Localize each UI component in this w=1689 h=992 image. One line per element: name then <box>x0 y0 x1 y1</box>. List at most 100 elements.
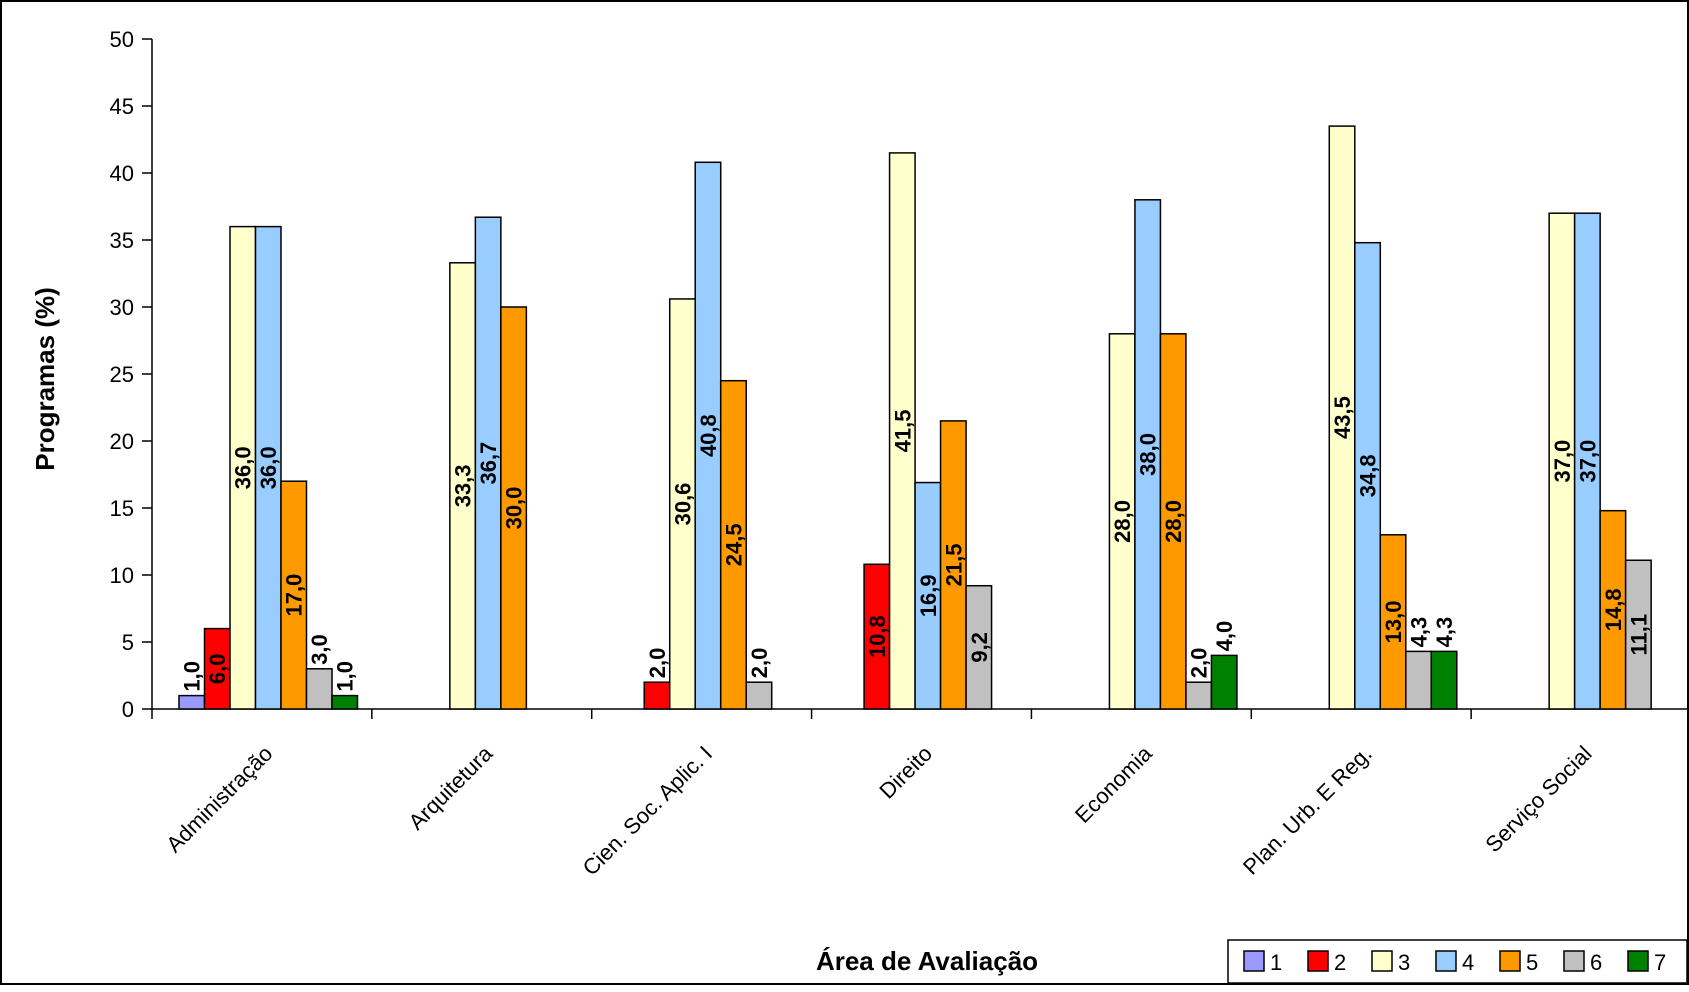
bar <box>178 694 206 710</box>
data-label: 2,0 <box>747 648 772 679</box>
data-label: 37,0 <box>1550 440 1575 483</box>
bar <box>229 225 257 710</box>
bar <box>1430 650 1458 710</box>
data-label: 1,0 <box>180 661 205 692</box>
bar <box>719 379 747 710</box>
data-label: 36,0 <box>256 446 281 489</box>
bar <box>668 298 696 710</box>
bar <box>1328 125 1356 710</box>
data-label: 2,0 <box>1187 648 1212 679</box>
bar <box>1573 212 1601 710</box>
bar <box>965 584 993 710</box>
data-label: 30,0 <box>502 487 527 530</box>
bar <box>1185 681 1213 710</box>
data-label: 10,8 <box>865 615 890 658</box>
bar <box>888 152 916 710</box>
bar <box>500 306 528 710</box>
data-label: 4,0 <box>1212 621 1237 652</box>
legend: 1 2 3 4 5 6 7 <box>1227 939 1688 984</box>
y-tick-label: 50 <box>110 27 134 52</box>
bar <box>1405 650 1433 710</box>
x-axis-title: Área de Avaliação <box>816 946 1038 976</box>
bar <box>305 668 333 710</box>
data-label: 11,1 <box>1626 614 1651 656</box>
bar <box>1624 559 1652 710</box>
data-label: 3,0 <box>307 634 332 665</box>
legend-swatch <box>1627 950 1649 972</box>
bar <box>1548 212 1576 710</box>
y-tick-label: 5 <box>122 630 134 655</box>
bar <box>474 216 502 710</box>
legend-swatch <box>1563 950 1585 972</box>
data-label: 17,0 <box>282 574 307 617</box>
y-tick-label: 20 <box>110 429 134 454</box>
y-tick-label: 15 <box>110 496 134 521</box>
data-label: 28,0 <box>1110 500 1135 543</box>
y-tick-label: 45 <box>110 94 134 119</box>
data-labels: 1,0 6,0 2,010,836,0 33,3 30,641,528,043,537,… <box>180 396 1652 691</box>
bar <box>1159 333 1187 710</box>
bar <box>1379 534 1407 710</box>
y-tick-label: 10 <box>110 563 134 588</box>
y-tick-label: 30 <box>110 295 134 320</box>
data-label: 37,0 <box>1575 440 1600 483</box>
data-label: 38,0 <box>1136 433 1161 476</box>
x-tick-label: Serviço Social <box>1480 741 1596 857</box>
data-label: 40,8 <box>696 414 721 457</box>
bar <box>745 681 773 710</box>
y-tick-label: 35 <box>110 228 134 253</box>
data-label: 41,5 <box>890 410 915 453</box>
data-label: 24,5 <box>721 523 746 566</box>
legend-label: 6 <box>1590 950 1602 975</box>
bar <box>1354 241 1382 710</box>
legend-label: 3 <box>1398 950 1410 975</box>
bar <box>331 694 359 710</box>
data-label: 14,8 <box>1601 588 1626 631</box>
legend-label: 5 <box>1526 950 1538 975</box>
data-label: 1,0 <box>333 661 358 692</box>
legend-label: 1 <box>1270 950 1282 975</box>
data-label: 13,0 <box>1381 600 1406 643</box>
x-tick-label: Plan. Urb. E Reg. <box>1238 741 1377 880</box>
legend-label: 2 <box>1334 950 1346 975</box>
bar <box>914 481 942 710</box>
legend-swatch <box>1371 950 1393 972</box>
legend-swatch <box>1243 950 1265 972</box>
x-tick-label: Cien. Soc. Aplic. I <box>578 741 718 881</box>
y-tick-label: 0 <box>122 697 134 722</box>
legend-swatch <box>1307 950 1329 972</box>
legend-swatch <box>1435 950 1457 972</box>
bar <box>694 161 722 710</box>
bar <box>863 563 891 710</box>
data-label: 28,0 <box>1161 500 1186 543</box>
bar <box>280 480 308 710</box>
data-label: 33,3 <box>451 464 476 507</box>
x-tick-label: Direito <box>874 741 937 804</box>
data-label: 30,6 <box>670 483 695 526</box>
data-label: 36,0 <box>231 446 256 489</box>
x-tick-label: Administração <box>161 741 277 857</box>
legend-box <box>1227 939 1688 984</box>
data-label: 43,5 <box>1330 396 1355 439</box>
data-label: 21,5 <box>941 544 966 587</box>
data-label: 6,0 <box>205 654 230 685</box>
data-label: 2,0 <box>645 648 670 679</box>
y-axis-title: Programas (%) <box>30 287 60 471</box>
data-label: 4,3 <box>1407 617 1432 648</box>
x-tick-label: Arquitetura <box>404 740 498 834</box>
data-label: 34,8 <box>1356 454 1381 497</box>
bar <box>939 420 967 710</box>
bar <box>1210 654 1238 710</box>
legend-label: 7 <box>1654 950 1666 975</box>
data-label: 9,2 <box>967 632 992 663</box>
legend-label: 4 <box>1462 950 1474 975</box>
bar <box>1108 333 1136 710</box>
data-label: 4,3 <box>1432 617 1457 648</box>
legend-swatch <box>1499 950 1521 972</box>
bars <box>178 125 1652 710</box>
x-tick-label: Economia <box>1070 740 1157 827</box>
bar <box>449 262 477 710</box>
bar <box>643 681 671 710</box>
